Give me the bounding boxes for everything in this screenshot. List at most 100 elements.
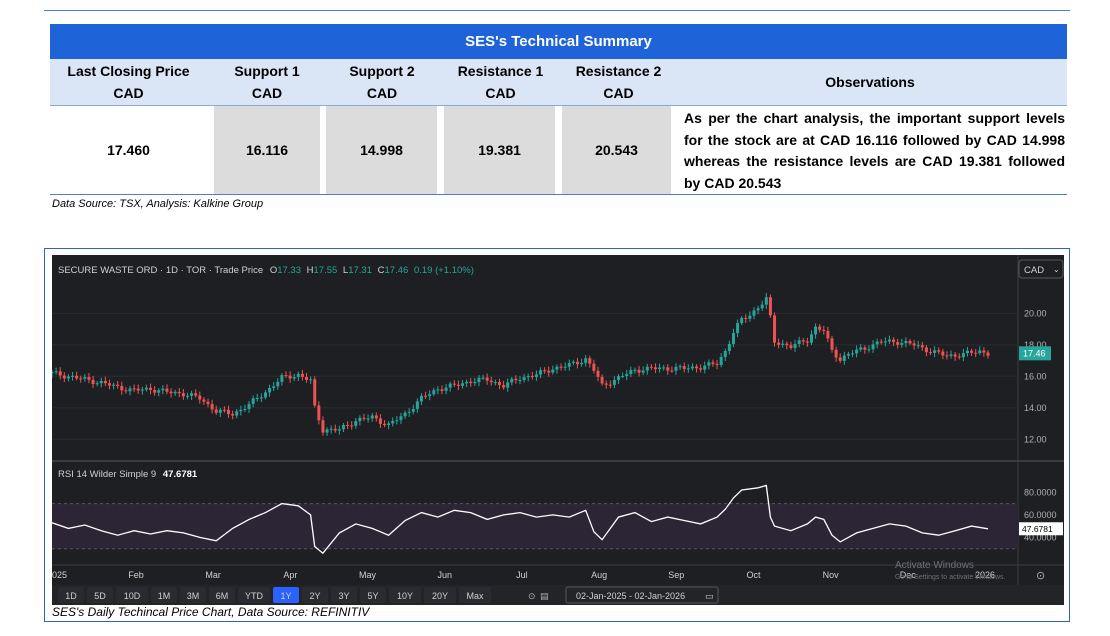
range-button-3m[interactable]: 3M — [180, 587, 206, 603]
candle-body — [686, 368, 690, 370]
time-tick-label: 2026 — [975, 570, 995, 580]
range-button-bg — [58, 587, 84, 603]
candle-body — [785, 343, 789, 346]
candle-body — [456, 384, 460, 386]
candle-body — [210, 403, 214, 410]
candle-body — [941, 351, 945, 356]
header-divider — [50, 105, 1067, 106]
range-button-5y[interactable]: 5Y — [360, 587, 386, 603]
candle-body — [580, 362, 584, 365]
candle-body — [534, 374, 538, 378]
header-unit: CAD — [485, 85, 516, 101]
table-bottom-line — [50, 194, 1067, 195]
candle-body — [822, 329, 826, 331]
candle-body — [678, 366, 682, 368]
range-button-1m[interactable]: 1M — [151, 587, 177, 603]
candle-body — [682, 366, 686, 369]
time-tick-label: Jul — [516, 570, 528, 580]
candle-body — [391, 420, 395, 424]
candle-body — [300, 373, 304, 377]
time-tick-label: Jun — [437, 570, 452, 580]
candle-body — [690, 366, 694, 369]
price-chart[interactable]: 12.00 14.00 16.00 18.00 20.00 40.0000 60.0000… — [52, 255, 1064, 605]
candle-body — [95, 383, 99, 385]
candle-body — [916, 345, 920, 347]
currency-box[interactable] — [1018, 259, 1064, 279]
candle-body — [699, 368, 703, 370]
candle-body — [346, 425, 350, 427]
candle-body — [52, 371, 54, 374]
candle-body — [489, 380, 493, 383]
reset-icon[interactable]: ⊙ — [528, 592, 536, 602]
candle-body — [448, 383, 452, 388]
candle-body — [649, 366, 653, 368]
range-button-1d[interactable]: 1D — [58, 587, 84, 603]
candle-body — [502, 385, 506, 388]
date-range-box[interactable] — [565, 586, 719, 604]
range-button-label: 6M — [216, 591, 229, 601]
range-button-max[interactable]: Max — [459, 587, 491, 603]
range-button-6m[interactable]: 6M — [209, 587, 235, 603]
candle-body — [268, 387, 272, 393]
candle-body — [259, 397, 263, 399]
candle-body — [707, 362, 711, 366]
range-button-2y[interactable]: 2Y — [302, 587, 328, 603]
candle-body — [177, 391, 181, 394]
range-button-bg — [151, 587, 177, 603]
candle-body — [227, 409, 231, 415]
candle-body — [87, 377, 91, 380]
chevron-down-icon: ⌄ — [1053, 265, 1060, 274]
candle-body — [214, 409, 218, 413]
candle-body — [140, 389, 144, 391]
range-button-20y[interactable]: 20Y — [424, 587, 456, 603]
range-button-3y[interactable]: 3Y — [331, 587, 357, 603]
observation-text: As per the chart analysis, the important… — [684, 110, 1065, 191]
value-last-closing-price: 17.460 — [107, 142, 150, 158]
candle-body — [539, 370, 543, 375]
candle-body — [522, 377, 526, 381]
candle-body — [912, 343, 916, 346]
candle-body — [485, 377, 489, 381]
calendar-icon[interactable]: ▭ — [705, 592, 714, 602]
range-button-ytd[interactable]: YTD — [238, 587, 270, 603]
candle-body — [71, 375, 75, 377]
time-tick-label: Apr — [283, 570, 297, 580]
range-button-bg — [238, 587, 270, 603]
compare-icon[interactable]: ▤ — [540, 592, 549, 602]
candle-body — [243, 408, 247, 410]
settings-gear-icon[interactable]: ⊙ — [1036, 569, 1045, 582]
candle-body — [711, 362, 715, 365]
candle-body — [793, 344, 797, 348]
candle-body — [809, 334, 813, 343]
range-button-label: 5Y — [367, 591, 378, 601]
range-button-10y[interactable]: 10Y — [389, 587, 421, 603]
rsi-value-tag — [1019, 522, 1063, 536]
candle-body — [608, 384, 612, 386]
range-button-1y[interactable]: 1Y — [273, 587, 299, 603]
candle-body — [128, 388, 132, 392]
candle-body — [120, 385, 124, 391]
range-button-5d[interactable]: 5D — [87, 587, 113, 603]
candle-body — [846, 353, 850, 356]
candle-body — [235, 411, 239, 416]
candle-body — [666, 367, 670, 371]
candle-body — [756, 308, 760, 311]
time-tick-label: Oct — [746, 570, 761, 580]
header-line: Observations — [825, 74, 915, 90]
candle-body — [477, 377, 481, 382]
candle-body — [333, 428, 337, 431]
candle-body — [875, 341, 879, 345]
candle-body — [662, 367, 666, 369]
range-button-label: YTD — [245, 591, 264, 601]
candle-body — [370, 415, 374, 419]
candle-body — [658, 367, 662, 370]
chart-background — [52, 255, 1064, 605]
range-button-10d[interactable]: 10D — [116, 587, 148, 603]
candle-body — [629, 370, 633, 375]
candle-body — [75, 375, 79, 379]
header-resistance-1: Resistance 1 CAD — [437, 59, 564, 105]
range-button-bg — [87, 587, 113, 603]
candle-body — [411, 408, 415, 412]
currency-selector[interactable]: CAD ⌄ — [1018, 259, 1064, 279]
range-button-label: 1D — [65, 591, 77, 601]
